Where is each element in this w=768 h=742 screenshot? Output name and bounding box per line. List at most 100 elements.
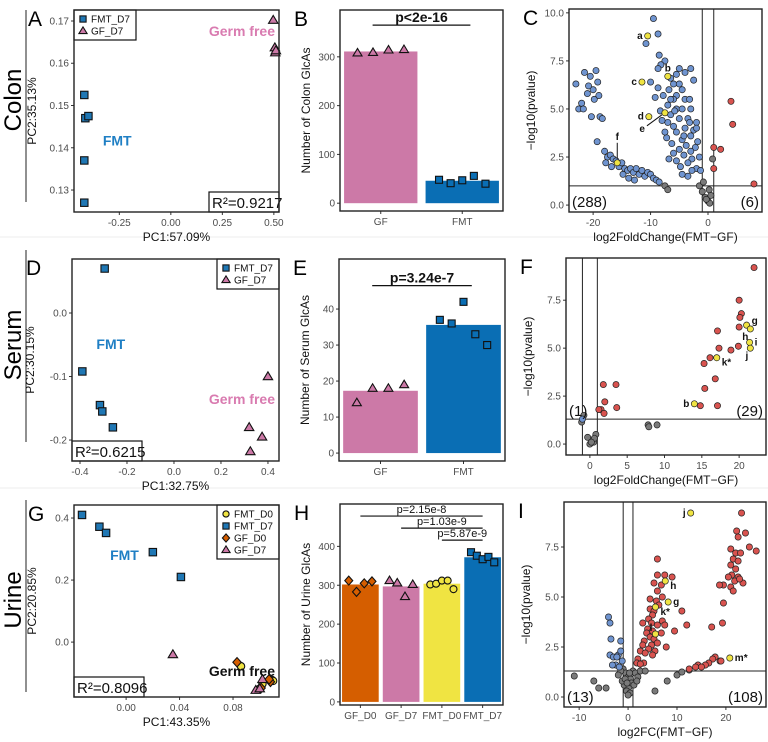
point-up (662, 643, 670, 651)
y-axis-label: Number of Serum GlcAs (298, 295, 312, 425)
point-ns (626, 669, 633, 677)
point-gf_d7 (244, 445, 257, 456)
y-axis-label: PC2:20.85% (25, 567, 39, 635)
panel-b: B 0 100 200 300 Number of Colon GlcAs GF FMT p<2… (294, 8, 504, 228)
point-up (736, 314, 744, 321)
up-count-label: (6) (741, 194, 759, 211)
data-point (490, 558, 499, 567)
point-up (613, 404, 621, 412)
legend-label: FMT_D7 (91, 15, 130, 26)
y-axis-label: −log10(pvalue) (521, 317, 535, 397)
point-down (601, 147, 609, 155)
y-tick-label: -0.2 (50, 436, 68, 447)
x-tick-label: 10 (671, 713, 683, 724)
point-down (672, 157, 680, 165)
point-fmt_d7 (77, 510, 87, 520)
point-down (607, 635, 615, 643)
bar-fmt_d0 (423, 583, 461, 702)
bar-gf_d7 (382, 586, 420, 702)
y-tick-label: 0.2 (55, 576, 69, 587)
point-label: l (650, 623, 653, 634)
point-fmt_d7 (78, 367, 87, 376)
x-tick-label: GF_D0 (344, 711, 377, 722)
x-tick-label: -20 (586, 218, 601, 229)
point-down (668, 140, 676, 148)
group-annotation: Germ free (209, 23, 275, 39)
point-up (710, 143, 718, 151)
point-fmt_d7 (98, 407, 107, 416)
point-ns (633, 677, 641, 685)
highlighted-point (690, 400, 698, 408)
point-up (735, 323, 743, 331)
x-axis-label: log2FoldChange(FMT−GF) (594, 473, 738, 487)
p-value-label: p=3.24e-7 (390, 270, 454, 286)
point-up (724, 573, 732, 581)
highlighted-point (652, 630, 659, 638)
y-tick-label: 5.0 (550, 104, 564, 115)
point-up (678, 607, 686, 615)
data-point (399, 590, 411, 601)
point-label: f (616, 132, 620, 143)
point-down (606, 619, 614, 627)
point-down (686, 118, 694, 126)
highlighted-point (664, 72, 672, 80)
panel-a: A 0.13 0.14 0.15 0.16 0.17 PC2:35.13% -0.25 0.00… (25, 8, 284, 244)
point-down (672, 128, 680, 136)
highlighted-point (746, 325, 754, 333)
point-up (595, 406, 603, 413)
panel-h: H 0 100 200 300 400 Number of Urine GlcAs GF_D0… (294, 502, 504, 722)
y-tick-label: 40 (323, 305, 335, 316)
highlighted-point (726, 654, 734, 662)
data-point (367, 382, 379, 392)
plot-border (338, 258, 506, 462)
point-down (687, 147, 695, 155)
point-up (729, 120, 737, 128)
data-point (407, 578, 419, 589)
x-tick-label: 5 (624, 461, 630, 472)
point-ns (584, 433, 592, 441)
point-down (684, 172, 692, 180)
y-tick-label: 0.14 (50, 143, 70, 154)
down-count-label: (1) (569, 403, 587, 420)
y-tick-label: 100 (318, 659, 335, 670)
point-down (608, 163, 615, 171)
panel-i: I 0.0 2.5 5.0 7.5 −log10(pvalue) -10 0 10 20 log2F… (518, 500, 767, 739)
point-up (727, 346, 735, 354)
point-up (650, 579, 658, 587)
x-tick-label: -0.2 (118, 467, 136, 478)
point-label: g (752, 316, 758, 327)
point-fmt_d7 (80, 156, 89, 165)
data-point (435, 315, 444, 324)
point-down (578, 415, 586, 423)
point-up (706, 354, 714, 362)
point-down (625, 174, 633, 182)
y-tick-label: 0.0 (547, 440, 561, 451)
x-tick-label: GF (374, 217, 388, 228)
legend-marker (222, 510, 230, 518)
point-up (727, 545, 735, 553)
point-ns (570, 672, 578, 680)
panel-letter: A (28, 8, 42, 31)
point-fmt_d7 (176, 572, 186, 582)
point-fmt_d7 (95, 522, 104, 531)
point-up (737, 549, 745, 557)
point-label: i (755, 337, 758, 348)
point-down (681, 68, 689, 76)
point-down (632, 165, 640, 173)
point-up (599, 381, 607, 389)
point-ns (705, 186, 713, 194)
x-tick-label: 0 (625, 713, 631, 724)
point-down (618, 657, 626, 665)
group-annotation: FMT (96, 336, 125, 352)
point-gf_d7 (243, 421, 255, 432)
group-annotation: FMT (103, 133, 132, 149)
point-up (612, 381, 620, 389)
point-down (661, 128, 669, 136)
point-ns (698, 188, 706, 196)
point-label: e (639, 124, 645, 135)
y-tick-label: 2.5 (547, 392, 561, 403)
point-up (734, 557, 742, 565)
point-up (716, 581, 723, 589)
legend-marker (222, 522, 230, 530)
y-tick-label: 0.0 (550, 201, 564, 212)
